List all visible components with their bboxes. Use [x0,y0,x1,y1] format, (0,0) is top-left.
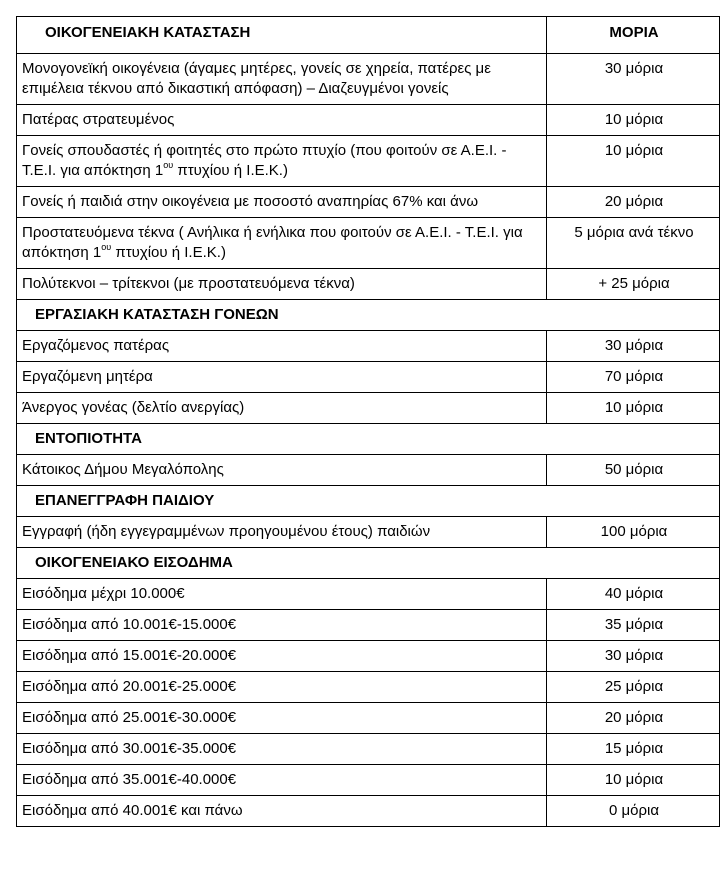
criterion-cell: Εισόδημα από 30.001€-35.000€ [16,733,547,765]
criterion-text: Εισόδημα από 15.001€-20.000€ [22,647,237,664]
criterion-cell: Εισόδημα από 10.001€-15.000€ [16,609,547,641]
table-row: Εισόδημα από 15.001€-20.000€ 30 μόρια [16,640,720,672]
criterion-text: Εισόδημα από 40.001€ και πάνω [22,802,243,819]
criterion-text: Πολύτεκνοι – τρίτεκνοι (με προστατευόμεν… [22,275,355,292]
table-row: Πατέρας στρατευμένος 10 μόρια [16,104,720,136]
criterion-cell: Εργαζόμενος πατέρας [16,330,547,362]
criterion-cell: Εργαζόμενη μητέρα [16,361,547,393]
section-title: ΕΝΤΟΠΙΟΤΗΤΑ [16,423,720,455]
criterion-text: Εργαζόμενος πατέρας [22,337,170,354]
section-title: ΕΡΓΑΣΙΑΚΗ ΚΑΤΑΣΤΑΣΗ ΓΟΝΕΩΝ [16,299,720,331]
points-cell: 15 μόρια [546,733,720,765]
criterion-cell: Προστατευόμενα τέκνα ( Ανήλικα ή ενήλικα… [16,217,547,269]
points-cell: 35 μόρια [546,609,720,641]
criterion-cell: Εισόδημα από 35.001€-40.000€ [16,764,547,796]
points-cell: 10 μόρια [546,104,720,136]
points-cell: 25 μόρια [546,671,720,703]
section-header-row: ΟΙΚΟΓΕΝΕΙΑΚΟ ΕΙΣΟΔΗΜΑ [16,547,720,579]
points-cell: 10 μόρια [546,392,720,424]
criterion-text: Εισόδημα από 20.001€-25.000€ [22,678,237,695]
table-row: Γονείς ή παιδιά στην οικογένεια με ποσοσ… [16,186,720,218]
table-row: Εισόδημα από 10.001€-15.000€ 35 μόρια [16,609,720,641]
section-header-row: ΕΠΑΝΕΓΓΡΑΦΗ ΠΑΙΔΙΟΥ [16,485,720,517]
criterion-text: Εγγραφή (ήδη εγγεγραμμένων προηγουμένου … [22,523,431,540]
criterion-cell: Κάτοικος Δήμου Μεγαλόπολης [16,454,547,486]
points-cell: 70 μόρια [546,361,720,393]
section-header-row: ΕΝΤΟΠΙΟΤΗΤΑ [16,423,720,455]
criterion-cell: Εγγραφή (ήδη εγγεγραμμένων προηγουμένου … [16,516,547,548]
table-row: Εισόδημα από 25.001€-30.000€ 20 μόρια [16,702,720,734]
criterion-text: Γονείς σπουδαστές ή φοιτητές στο πρώτο π… [22,142,507,179]
criterion-text: Εργαζόμενη μητέρα [22,368,153,385]
points-cell: + 25 μόρια [546,268,720,300]
points-cell: 40 μόρια [546,578,720,610]
criterion-cell: Εισόδημα από 15.001€-20.000€ [16,640,547,672]
criterion-text-continued: πτυχίου ή Ι.Ε.Κ.) [111,244,226,261]
points-cell: 50 μόρια [546,454,720,486]
table-row: Εγγραφή (ήδη εγγεγραμμένων προηγουμένου … [16,516,720,548]
header-points: ΜΟΡΙΑ [546,16,720,54]
section-title: ΕΠΑΝΕΓΓΡΑΦΗ ΠΑΙΔΙΟΥ [16,485,720,517]
criterion-text: Προστατευόμενα τέκνα ( Ανήλικα ή ενήλικα… [22,224,523,261]
criterion-cell: Εισόδημα μέχρι 10.000€ [16,578,547,610]
criterion-text: Άνεργος γονέας (δελτίο ανεργίας) [22,399,245,416]
table-row: Άνεργος γονέας (δελτίο ανεργίας) 10 μόρια [16,392,720,424]
ordinal-superscript: ου [163,160,174,170]
points-table: ΟΙΚΟΓΕΝΕΙΑΚΗ ΚΑΤΑΣΤΑΣΗ ΜΟΡΙΑ Μονογονεϊκή… [16,16,720,827]
points-cell: 100 μόρια [546,516,720,548]
table-row: Γονείς σπουδαστές ή φοιτητές στο πρώτο π… [16,135,720,187]
criterion-text-continued: πτυχίου ή Ι.Ε.Κ.) [173,162,288,179]
table-row: Πολύτεκνοι – τρίτεκνοι (με προστατευόμεν… [16,268,720,300]
criterion-cell: Πολύτεκνοι – τρίτεκνοι (με προστατευόμεν… [16,268,547,300]
points-cell: 30 μόρια [546,330,720,362]
header-category: ΟΙΚΟΓΕΝΕΙΑΚΗ ΚΑΤΑΣΤΑΣΗ [16,16,547,54]
criterion-text: Εισόδημα από 25.001€-30.000€ [22,709,237,726]
table-row: Εργαζόμενη μητέρα 70 μόρια [16,361,720,393]
criterion-cell: Μονογονεϊκή οικογένεια (άγαμες μητέρες, … [16,53,547,105]
criterion-cell: Εισόδημα από 25.001€-30.000€ [16,702,547,734]
points-cell: 0 μόρια [546,795,720,827]
points-cell: 10 μόρια [546,764,720,796]
criterion-text: Κάτοικος Δήμου Μεγαλόπολης [22,461,224,478]
criterion-text: Εισόδημα από 10.001€-15.000€ [22,616,237,633]
ordinal-superscript: ου [101,242,112,252]
table-row: Μονογονεϊκή οικογένεια (άγαμες μητέρες, … [16,53,720,105]
points-cell: 30 μόρια [546,640,720,672]
table-row: Κάτοικος Δήμου Μεγαλόπολης 50 μόρια [16,454,720,486]
section-header-row: ΕΡΓΑΣΙΑΚΗ ΚΑΤΑΣΤΑΣΗ ΓΟΝΕΩΝ [16,299,720,331]
criterion-cell: Εισόδημα από 20.001€-25.000€ [16,671,547,703]
criterion-text: Εισόδημα από 30.001€-35.000€ [22,740,237,757]
table-row: Προστατευόμενα τέκνα ( Ανήλικα ή ενήλικα… [16,217,720,269]
criterion-text: Πατέρας στρατευμένος [22,111,175,128]
table-row: Εισόδημα από 20.001€-25.000€ 25 μόρια [16,671,720,703]
section-title: ΟΙΚΟΓΕΝΕΙΑΚΟ ΕΙΣΟΔΗΜΑ [16,547,720,579]
table-row: Εργαζόμενος πατέρας 30 μόρια [16,330,720,362]
criterion-text: Μονογονεϊκή οικογένεια (άγαμες μητέρες, … [22,60,491,97]
table-row: Εισόδημα από 40.001€ και πάνω 0 μόρια [16,795,720,827]
table-row: Εισόδημα από 30.001€-35.000€ 15 μόρια [16,733,720,765]
criterion-cell: Γονείς σπουδαστές ή φοιτητές στο πρώτο π… [16,135,547,187]
criterion-text: Εισόδημα από 35.001€-40.000€ [22,771,237,788]
points-cell: 5 μόρια ανά τέκνο [546,217,720,269]
criterion-cell: Γονείς ή παιδιά στην οικογένεια με ποσοσ… [16,186,547,218]
points-cell: 30 μόρια [546,53,720,105]
table-header: ΟΙΚΟΓΕΝΕΙΑΚΗ ΚΑΤΑΣΤΑΣΗ ΜΟΡΙΑ [16,16,720,54]
points-cell: 10 μόρια [546,135,720,187]
criterion-cell: Πατέρας στρατευμένος [16,104,547,136]
criterion-text: Γονείς ή παιδιά στην οικογένεια με ποσοσ… [22,193,479,210]
criterion-cell: Άνεργος γονέας (δελτίο ανεργίας) [16,392,547,424]
table-row: Εισόδημα από 35.001€-40.000€ 10 μόρια [16,764,720,796]
points-cell: 20 μόρια [546,186,720,218]
criterion-cell: Εισόδημα από 40.001€ και πάνω [16,795,547,827]
points-cell: 20 μόρια [546,702,720,734]
table-row: Εισόδημα μέχρι 10.000€ 40 μόρια [16,578,720,610]
criterion-text: Εισόδημα μέχρι 10.000€ [22,585,185,602]
